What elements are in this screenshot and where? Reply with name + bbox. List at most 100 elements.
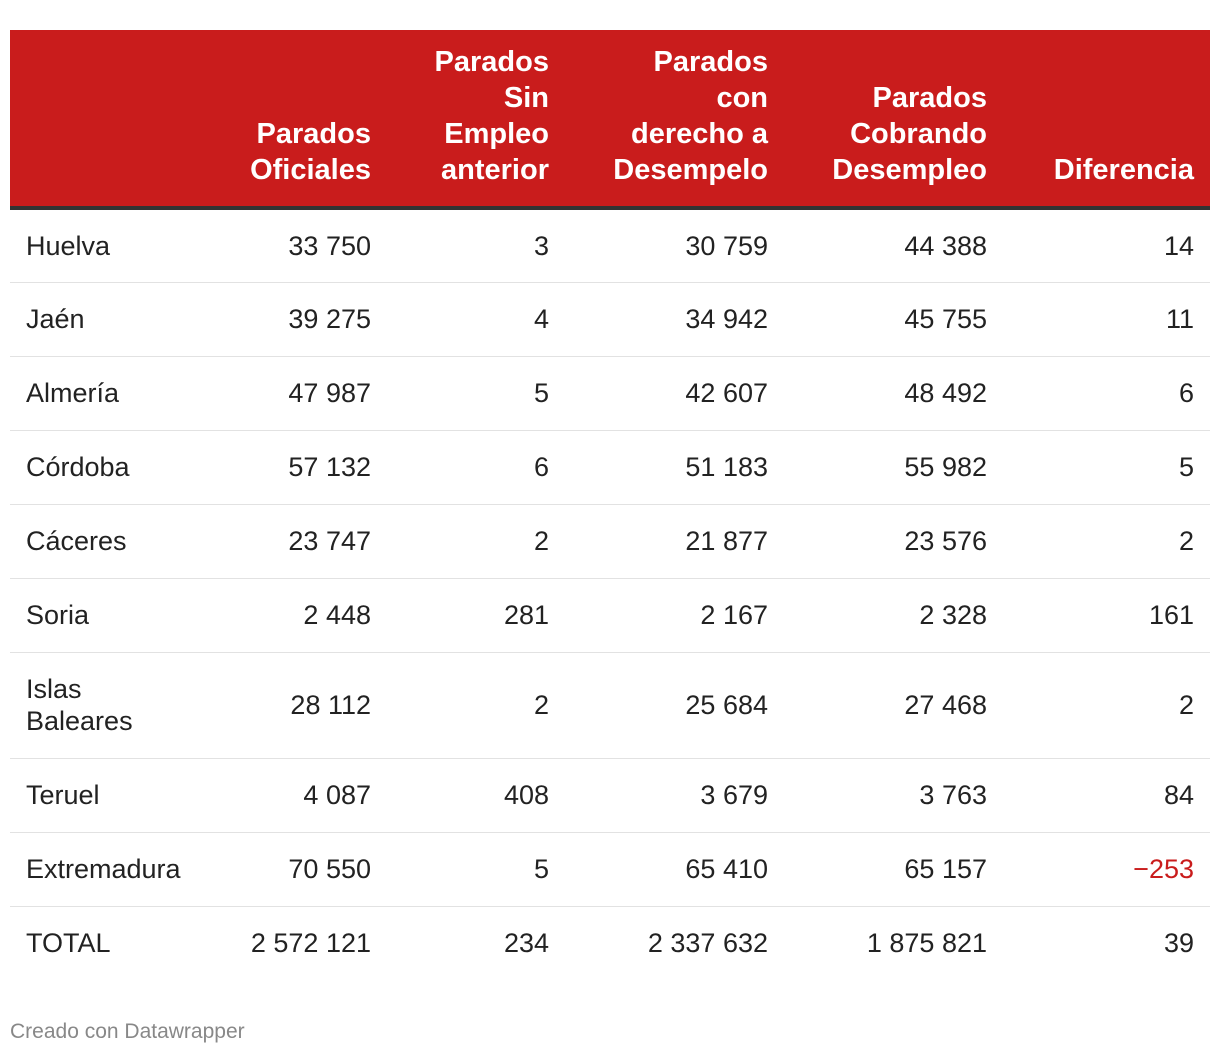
- cell-parados-con-derecho: 51 183: [565, 430, 784, 505]
- cell-diferencia: 14: [1003, 208, 1210, 283]
- cell-region-name: Almería: [10, 356, 200, 431]
- table-row: Cáceres 23 747 2 21 877 23 576 2: [10, 504, 1210, 579]
- data-table: Parados Oficiales Parados Sin Empleo anterior…: [10, 30, 1210, 980]
- region-name-line: Teruel: [26, 780, 100, 810]
- cell-parados-con-derecho: 21 877: [565, 504, 784, 579]
- cell-parados-con-derecho: 2 337 632: [647, 928, 768, 959]
- cell-parados-cobrando: 1 875 821: [866, 928, 987, 959]
- cell-parados-con-derecho: 42 607: [565, 356, 784, 431]
- cell-diferencia: −253: [1003, 832, 1210, 907]
- table-row: Extremadura 70 550 5 65 410 65 157 −253: [10, 832, 1210, 907]
- header-parados-sin-empleo: Parados Sin Empleo anterior: [387, 30, 565, 210]
- cell-parados-con-derecho: 30 759: [565, 208, 784, 283]
- cell-parados-oficiales: 4 087: [200, 758, 387, 833]
- cell-parados-cobrando: 65 157: [784, 832, 1003, 907]
- header-line: Parados: [434, 46, 549, 78]
- cell-diferencia: 161: [1003, 578, 1210, 653]
- region-name-line: Cáceres: [26, 526, 127, 556]
- cell-parados-cobrando: 55 982: [784, 430, 1003, 505]
- cell-region-name: Teruel: [10, 758, 200, 833]
- cell-parados-cobrando: 2 328: [784, 578, 1003, 653]
- cell-parados-sin-empleo: 6: [387, 430, 565, 505]
- cell-diferencia: 39: [1163, 928, 1194, 959]
- cell-diferencia: 2: [1003, 652, 1210, 759]
- cell-diferencia: 5: [1003, 430, 1210, 505]
- cell-parados-sin-empleo: 2: [387, 652, 565, 759]
- header-line: Cobrando: [850, 118, 987, 150]
- header-line: Sin: [503, 82, 549, 114]
- header-line: Parados: [256, 118, 371, 150]
- cell-parados-sin-empleo: 281: [387, 578, 565, 653]
- header-row: Parados Oficiales Parados Sin Empleo anterior…: [10, 30, 1210, 210]
- header-line: derecho a: [631, 118, 768, 150]
- region-name-line: TOTAL: [26, 928, 111, 959]
- region-name-line: Almería: [26, 378, 120, 408]
- data-table-container: Parados Oficiales Parados Sin Empleo anterior…: [10, 30, 1210, 980]
- cell-diferencia: 84: [1003, 758, 1210, 833]
- header-region: [10, 30, 200, 210]
- cell-region-name: Islas Baleares: [10, 652, 200, 759]
- cell-parados-cobrando: 27 468: [784, 652, 1003, 759]
- region-name-line: Huelva: [26, 230, 111, 261]
- cell-region-name: Cáceres: [10, 504, 200, 579]
- region-name-line: Soria: [26, 600, 90, 630]
- table-row: TOTAL 2 572 121 234 2 337 632 1 875 821 39: [10, 906, 1210, 980]
- table-row: Jaén 39 275 4 34 942 45 755 11: [10, 282, 1210, 357]
- region-name-line: Islas: [26, 674, 82, 704]
- cell-parados-cobrando: 23 576: [784, 504, 1003, 579]
- cell-region-name: Extremadura: [10, 832, 200, 907]
- cell-parados-oficiales: 28 112: [200, 652, 387, 759]
- cell-parados-oficiales: 33 750: [200, 208, 387, 283]
- cell-parados-con-derecho: 65 410: [565, 832, 784, 907]
- header-line: Desempelo: [613, 154, 768, 186]
- footer-credit: Creado con Datawrapper: [10, 1020, 245, 1043]
- cell-parados-cobrando: 44 388: [784, 208, 1003, 283]
- cell-parados-sin-empleo: 5: [387, 356, 565, 431]
- cell-parados-oficiales: 57 132: [200, 430, 387, 505]
- table-row: Soria 2 448 281 2 167 2 328 161: [10, 578, 1210, 653]
- cell-region-name: TOTAL: [10, 906, 200, 980]
- header-line: Empleo: [444, 118, 549, 150]
- cell-parados-con-derecho: 2 167: [565, 578, 784, 653]
- cell-parados-con-derecho: 3 679: [565, 758, 784, 833]
- table-body: Huelva 33 750 3 30 759 44 388 14 Jaén 39 275 4 34…: [10, 208, 1210, 980]
- header-line: con: [716, 82, 768, 114]
- cell-parados-cobrando: 45 755: [784, 282, 1003, 357]
- header-diferencia: Diferencia: [1003, 30, 1210, 210]
- header-line: anterior: [441, 154, 549, 186]
- cell-parados-oficiales: 47 987: [200, 356, 387, 431]
- header-parados-oficiales: Parados Oficiales: [200, 30, 387, 210]
- cell-region-name: Huelva: [10, 208, 200, 283]
- cell-parados-oficiales: 2 448: [200, 578, 387, 653]
- table-header: Parados Oficiales Parados Sin Empleo anterior…: [10, 30, 1210, 210]
- table-row: Almería 47 987 5 42 607 48 492 6: [10, 356, 1210, 431]
- cell-parados-sin-empleo: 234: [503, 928, 549, 959]
- header-parados-con-derecho: Parados con derecho a Desempelo: [565, 30, 784, 210]
- cell-parados-con-derecho: 25 684: [565, 652, 784, 759]
- cell-region-name: Jaén: [10, 282, 200, 357]
- cell-diferencia: 2: [1003, 504, 1210, 579]
- cell-parados-sin-empleo: 3: [387, 208, 565, 283]
- cell-parados-con-derecho: 34 942: [565, 282, 784, 357]
- header-line: Oficiales: [250, 154, 371, 186]
- region-name-line: Extremadura: [26, 854, 181, 884]
- cell-parados-oficiales: 39 275: [200, 282, 387, 357]
- table-row: Islas Baleares 28 112 2 25 684 27 468 2: [10, 652, 1210, 759]
- header-line: Parados: [653, 46, 768, 78]
- cell-parados-oficiales: 2 572 121: [250, 928, 371, 959]
- header-line: Parados: [872, 82, 987, 114]
- header-parados-cobrando: Parados Cobrando Desempleo: [784, 30, 1003, 210]
- region-name-line: Jaén: [26, 304, 85, 334]
- header-line: Diferencia: [1053, 154, 1194, 186]
- cell-diferencia: 6: [1003, 356, 1210, 431]
- cell-parados-sin-empleo: 4: [387, 282, 565, 357]
- cell-parados-sin-empleo: 408: [387, 758, 565, 833]
- table-row: Córdoba 57 132 6 51 183 55 982 5: [10, 430, 1210, 505]
- header-line: Desempleo: [832, 154, 987, 186]
- cell-region-name: Soria: [10, 578, 200, 653]
- cell-parados-oficiales: 70 550: [200, 832, 387, 907]
- region-name-line: Baleares: [26, 706, 133, 736]
- cell-parados-cobrando: 48 492: [784, 356, 1003, 431]
- region-name-line: Córdoba: [26, 452, 130, 482]
- table-row: Teruel 4 087 408 3 679 3 763 84: [10, 758, 1210, 833]
